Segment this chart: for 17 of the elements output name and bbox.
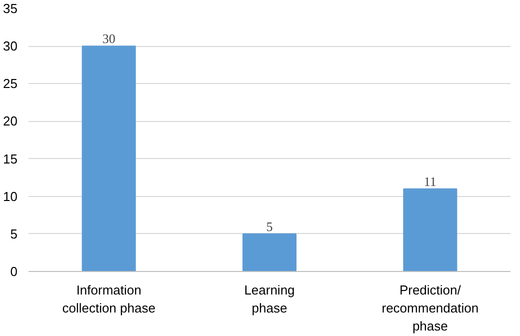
x-tick-label: Learning phase <box>244 282 295 316</box>
y-tick-label: 35 <box>3 1 18 16</box>
data-label: 5 <box>266 218 273 234</box>
x-tick-label: Prediction/ recommendation phase <box>382 282 479 334</box>
data-label: 11 <box>424 174 436 189</box>
y-tick-label: 20 <box>3 114 18 129</box>
y-tick-label: 25 <box>3 76 18 92</box>
data-label: 30 <box>102 31 116 46</box>
y-tick-label: 10 <box>3 188 18 204</box>
x-tick-label: Information collection phase <box>62 282 156 316</box>
y-tick-label: 5 <box>10 226 18 242</box>
y-tick-label: 15 <box>3 151 18 166</box>
y-tick-label: 30 <box>3 38 18 54</box>
bar <box>242 233 297 272</box>
bar <box>82 46 136 272</box>
bar <box>403 188 458 272</box>
y-tick-label: 0 <box>10 264 18 279</box>
